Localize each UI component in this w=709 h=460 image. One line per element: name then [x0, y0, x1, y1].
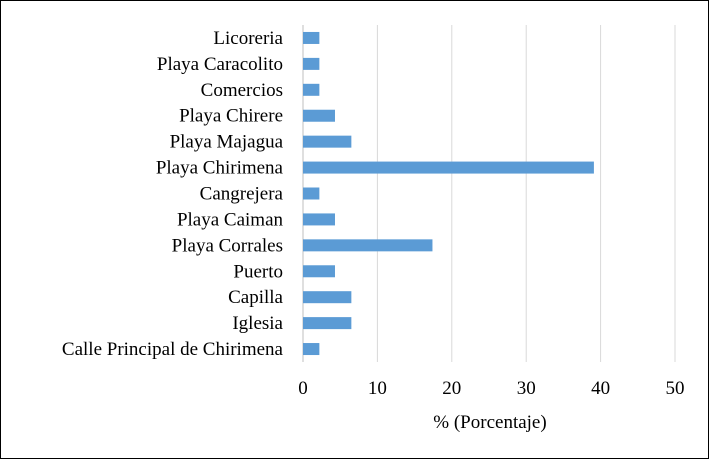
- category-labels: Calle Principal de Chirimena Iglesia Capil…: [62, 28, 284, 360]
- category-label: Playa Majagua: [170, 132, 284, 153]
- category-label: Puerto: [233, 261, 283, 282]
- category-label: Comercios: [201, 80, 283, 101]
- bar: [303, 109, 335, 122]
- bar: [303, 135, 352, 148]
- x-tick-labels: 0 10 20 30 40 50: [298, 378, 684, 399]
- category-label: Licoreria: [213, 28, 283, 49]
- bar: [303, 31, 320, 44]
- gridlines: [302, 25, 676, 362]
- x-tick-label: 10: [368, 378, 387, 399]
- x-tick-label: 20: [442, 378, 461, 399]
- x-tick-label: 50: [666, 378, 685, 399]
- category-label: Cangrejera: [200, 184, 284, 205]
- category-label: Playa Caracolito: [157, 54, 283, 75]
- bar: [303, 161, 594, 174]
- bar: [303, 57, 320, 70]
- bar: [303, 265, 335, 278]
- category-label: Playa Chirere: [179, 106, 283, 127]
- bar: [303, 83, 320, 96]
- category-label: Iglesia: [232, 313, 283, 334]
- bars: [303, 31, 594, 356]
- category-label: Playa Caiman: [177, 209, 284, 230]
- bar: [303, 291, 352, 304]
- bar: [303, 317, 352, 330]
- x-tick-label: 30: [517, 378, 536, 399]
- bar: [303, 343, 320, 356]
- bar: [303, 187, 320, 200]
- bar: [303, 213, 335, 226]
- category-label: Playa Chirimena: [156, 158, 284, 179]
- x-tick-label: 40: [591, 378, 610, 399]
- bar: [303, 239, 433, 252]
- category-label: Calle Principal de Chirimena: [62, 339, 284, 360]
- category-label: Capilla: [228, 287, 283, 308]
- category-label: Playa Corrales: [172, 235, 283, 256]
- x-tick-label: 0: [298, 378, 308, 399]
- x-axis-title: % (Porcentaje): [433, 412, 546, 433]
